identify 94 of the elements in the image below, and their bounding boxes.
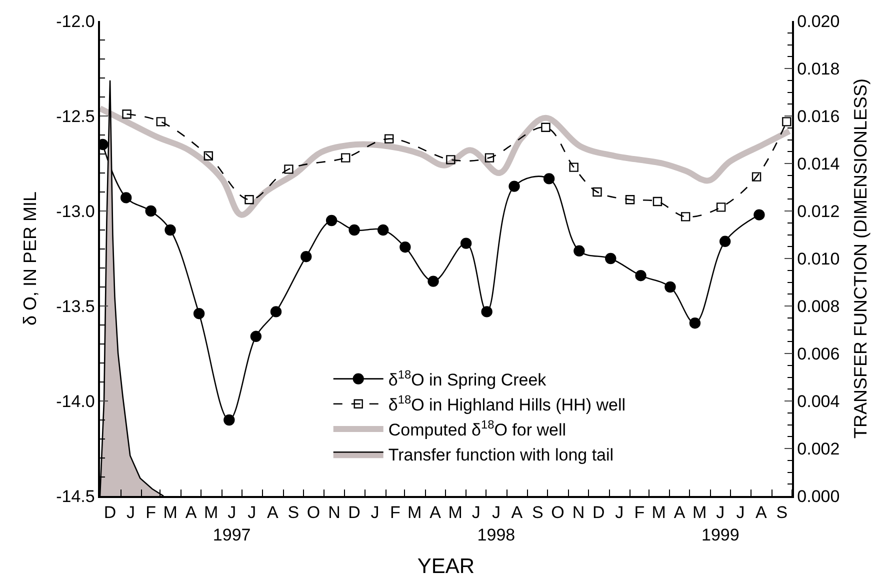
point [574,245,585,256]
x-tick-label: D [592,503,605,522]
point [270,306,282,318]
point [716,202,726,212]
y2-tick-label: 0.008 [797,296,840,316]
x-tick-label: J [370,503,380,522]
x-tick-label: A [185,503,198,522]
point [145,205,156,217]
point [719,236,731,247]
y2-tick-label: 0.004 [797,392,840,411]
x-tick-label: M [448,503,462,522]
x-tick-label: D [348,503,360,522]
point [541,122,550,132]
x-tick-label: N [572,503,585,522]
point [481,306,492,318]
x-tick-label: M [163,503,178,522]
x-tick-label: M [407,503,422,522]
point [377,224,389,236]
point [508,180,520,192]
point [460,238,472,249]
point [543,173,555,184]
x-tick-label: J [736,503,745,522]
point [384,134,394,144]
point [754,209,765,220]
x-tick-label: J [126,503,136,522]
x-tick-label: F [390,503,400,522]
legend-label: δ$^{18}$O in Highland Hills (HH) well [388,392,626,415]
point [193,308,205,320]
legend-label: Transfer function with long tail [388,446,614,465]
point [428,276,439,287]
point [300,251,312,262]
point [569,162,578,172]
point [782,117,792,126]
y2-tick-label: 0.020 [797,12,840,31]
y-tick-label: -12.5 [56,106,95,126]
point [484,153,494,162]
x-tick-label: J [248,503,256,522]
y-tick-label: -14.0 [56,392,95,411]
y-tick-label: -13.5 [56,296,95,316]
legend-label: Computed δ$^{18}$O for well [388,417,566,440]
point [224,414,235,426]
y2-axis-title: TRANSFER FUNCTION (DIMENSIONLESS) [850,78,870,439]
x-tick-label: F [634,503,645,522]
x-tick-label: A [267,503,279,522]
y-axis-title: δ O, IN PER MIL [20,191,40,326]
y-tick-label: -12.0 [56,12,95,31]
legend-label: δ$^{18}$O in Spring Creek [388,367,547,390]
y-tick-label: -13.0 [56,202,95,221]
point [244,195,254,204]
point [284,164,294,174]
point [120,192,132,204]
point [664,281,676,293]
y2-tick-label: 0.000 [797,486,840,506]
point [204,151,214,160]
x-tick-label: A [756,503,768,522]
point [680,212,690,222]
x-tick-label: N [328,503,340,522]
y2-tick-label: 0.002 [797,439,840,458]
point [446,155,456,164]
x-tick-label: M [652,503,666,522]
x-tick-label: J [472,503,480,522]
point [625,195,635,204]
x-tick-label: O [551,503,564,522]
point [122,110,132,119]
point [652,196,662,206]
y2-tick-label: 0.010 [797,249,840,268]
x-tick-label: S [532,503,544,522]
y-tick-label: -14.5 [56,486,95,506]
point [326,214,338,226]
point [635,270,646,282]
point [341,153,350,162]
point [400,242,411,253]
x-tick-label: O [306,503,320,522]
x-axis-title: YEAR [417,554,475,578]
point [348,224,360,236]
x-tick-label: J [615,503,624,522]
x-tick-label: D [104,503,116,522]
y2-tick-label: 0.014 [797,154,840,174]
point [156,117,166,126]
x-tick-label: S [776,503,788,522]
y2-tick-label: 0.012 [797,202,840,221]
x-tick-label: A [430,503,442,522]
y2-tick-label: 0.018 [797,59,840,78]
y2-tick-label: 0.016 [797,106,840,126]
point [592,187,602,197]
x-tick-label: S [288,503,300,522]
x-tick-label: A [674,503,686,522]
point [605,252,616,264]
point [689,318,701,329]
point [250,330,262,342]
point [752,172,762,182]
x-tick-label: F [146,503,156,522]
y2-tick-label: 0.006 [797,344,840,364]
point [164,224,176,236]
